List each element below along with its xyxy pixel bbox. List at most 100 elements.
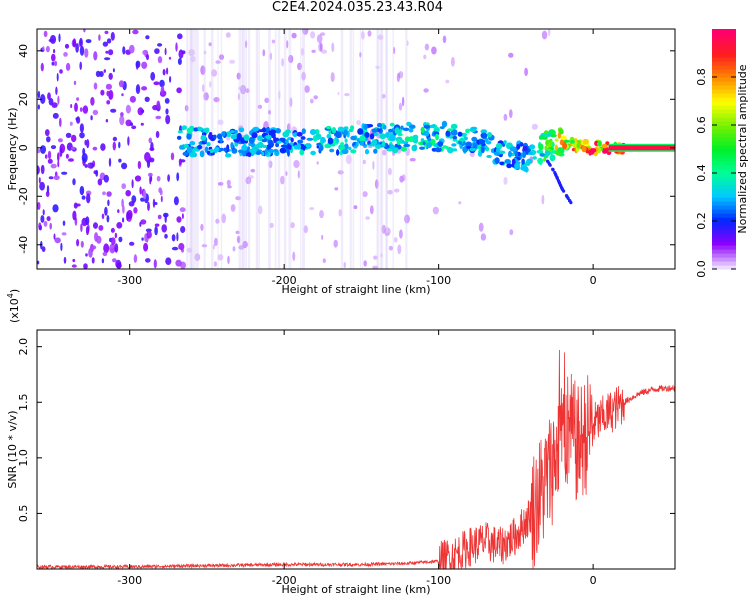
branch-blob — [564, 194, 569, 198]
noise-speck — [116, 262, 122, 269]
x-tick-label: 0 — [590, 574, 597, 587]
noise-speck — [55, 86, 58, 96]
noise-streak — [381, 29, 384, 269]
noise-speck — [319, 210, 324, 219]
colorbar-step — [712, 177, 736, 182]
noise-speck — [85, 216, 90, 226]
ridge-blob — [186, 133, 192, 140]
noise-speck — [509, 109, 513, 119]
noise-streak — [210, 29, 214, 269]
y-axis-label: SNR (10 * v/v) — [6, 410, 19, 488]
colorbar-step — [712, 97, 736, 102]
ridge-blob — [241, 144, 248, 151]
colorbar-step — [712, 169, 736, 174]
ridge-blob — [233, 129, 238, 134]
noise-speck — [162, 91, 167, 96]
noise-speck — [65, 62, 71, 71]
ridge-blob — [544, 145, 548, 151]
ridge-blob — [186, 127, 194, 134]
y-tick-label: -40 — [17, 236, 30, 254]
noise-speck — [287, 123, 291, 132]
noise-speck — [133, 254, 138, 263]
noise-speck — [176, 232, 179, 242]
ridge-blob — [275, 142, 279, 148]
noise-speck — [103, 174, 110, 183]
ridge-blob — [382, 124, 387, 130]
noise-streak — [274, 29, 277, 269]
noise-speck — [125, 104, 131, 114]
ridge-blob — [532, 156, 537, 160]
ridge-blob — [469, 147, 476, 152]
noise-speck — [166, 67, 169, 75]
ridge-blob — [355, 141, 359, 147]
ridge-blob — [341, 148, 349, 155]
noise-speck — [184, 105, 189, 112]
noise-speck — [85, 253, 88, 257]
noise-speck — [217, 119, 224, 126]
noise-speck — [79, 37, 83, 47]
noise-speck — [118, 80, 125, 88]
noise-speck — [122, 204, 125, 214]
ridge-blob — [300, 136, 306, 140]
ridge-blob — [264, 148, 268, 155]
noise-speck — [311, 49, 316, 53]
noise-speck — [398, 102, 403, 111]
colorbar-step — [712, 213, 736, 218]
ridge-blob — [462, 146, 468, 152]
branch-blob — [555, 176, 560, 180]
ridge-blob — [426, 142, 432, 149]
ridge-blob — [212, 134, 217, 139]
ridge-blob — [276, 140, 282, 144]
noise-speck — [235, 230, 240, 235]
noise-speck — [176, 172, 180, 182]
noise-streak — [352, 29, 355, 269]
ridge-blob — [495, 142, 503, 150]
colorbar-step — [712, 181, 736, 186]
noise-speck — [181, 213, 184, 219]
noise-speck — [303, 225, 308, 234]
noise-speck — [57, 160, 60, 168]
noise-speck — [245, 176, 252, 185]
ridge-blob — [437, 141, 444, 147]
ridge-blob — [597, 140, 602, 147]
noise-speck — [59, 117, 62, 128]
ridge-blob — [494, 157, 500, 164]
noise-speck — [176, 87, 182, 94]
colorbar-step — [712, 89, 736, 94]
noise-speck — [369, 205, 374, 215]
ridge-blob — [251, 132, 258, 139]
ridge-blob — [369, 133, 375, 140]
ridge-blob — [559, 128, 564, 135]
noise-speck — [108, 89, 114, 100]
noise-speck — [72, 210, 77, 221]
noise-speck — [188, 49, 195, 57]
noise-speck — [112, 141, 117, 151]
noise-speck — [108, 72, 113, 80]
noise-speck — [93, 222, 98, 229]
noise-speck — [121, 162, 128, 170]
colorbar-tick-label: 0.2 — [695, 212, 708, 230]
noise-speck — [200, 223, 204, 231]
noise-speck — [201, 244, 208, 248]
ridge-blob — [200, 134, 207, 141]
noise-speck — [432, 206, 439, 215]
ridge-blob — [480, 129, 488, 134]
noise-speck — [313, 95, 319, 100]
noise-speck — [79, 45, 85, 56]
noise-speck — [38, 177, 41, 184]
ridge-blob — [344, 143, 349, 150]
noise-speck — [57, 152, 60, 162]
noise-speck — [82, 105, 89, 114]
noise-speck — [297, 170, 300, 179]
colorbar-step — [712, 85, 736, 90]
noise-speck — [43, 220, 48, 227]
x-axis-label: Height of straight line (km) — [281, 583, 430, 596]
noise-speck — [531, 123, 539, 130]
ridge-blob — [381, 140, 386, 147]
noise-speck — [268, 110, 271, 115]
ridge-blob — [550, 133, 557, 138]
noise-speck — [236, 72, 241, 80]
noise-speck — [309, 98, 314, 104]
noise-speck — [97, 178, 103, 186]
noise-speck — [154, 226, 158, 236]
